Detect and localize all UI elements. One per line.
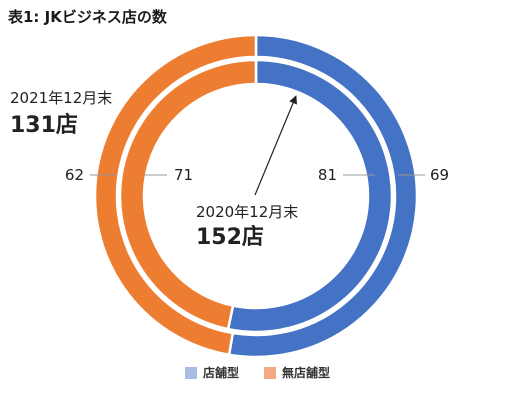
- labels-group: 81 69 71 62 2021年12月末 131店 2020年12月末 152店: [10, 89, 449, 250]
- leader-lines: [90, 95, 425, 196]
- page-title: 表1: JKビジネス店の数: [8, 8, 167, 26]
- legend-label-store: 店舗型: [203, 366, 240, 380]
- data-label-outer-store: 69: [430, 166, 449, 184]
- annotation-arrow: [254, 95, 297, 196]
- legend-swatch-storeless: [264, 366, 276, 379]
- data-label-inner-storeless: 71: [174, 166, 193, 184]
- slices-group: [93, 33, 419, 359]
- annotation-inner-date: 2020年12月末: [196, 203, 298, 221]
- slice-inner-storeless: [118, 58, 258, 331]
- annotation-outer-total: 131店: [10, 113, 78, 138]
- legend-item-store: 店舗型: [185, 364, 239, 381]
- data-label-outer-storeless: 62: [65, 166, 84, 184]
- legend-item-storeless: 無店舗型: [264, 364, 330, 381]
- legend-label-storeless: 無店舗型: [282, 366, 331, 380]
- annotation-inner-total: 152店: [196, 225, 264, 250]
- legend-swatch-store: [185, 366, 197, 379]
- annotation-outer-date: 2021年12月末: [10, 89, 112, 107]
- data-label-inner-store: 81: [318, 166, 337, 184]
- slice-outer-storeless: [93, 33, 258, 357]
